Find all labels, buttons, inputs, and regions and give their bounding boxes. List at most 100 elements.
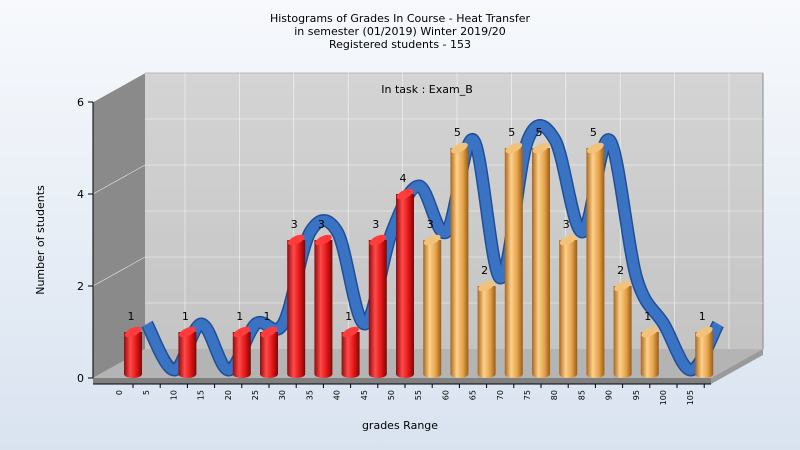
bar-cap [260,326,278,338]
bar [124,326,142,378]
grid-line-diag [92,72,146,103]
bar-data-label: 1 [128,310,135,323]
x-tick-label: 70 [496,390,505,400]
bar [450,142,469,378]
x-tick-label: 95 [632,390,641,400]
bar-data-label: 1 [264,310,271,323]
bar-cap [342,326,359,338]
bar-data-label: 1 [345,310,352,323]
x-tick-label: 25 [251,390,260,400]
bar-body [423,240,442,378]
y-tick-label: 6 [77,96,84,109]
bar [314,234,333,378]
bar-cap [451,142,468,154]
x-tick-label: 45 [360,390,369,400]
bar-cap [559,234,577,246]
bar [504,142,523,378]
bar-cap [233,326,251,338]
x-tick-label: 55 [414,390,423,400]
bar-cap [532,142,550,154]
bar [178,326,197,378]
x-axis-title: grades Range [362,419,438,432]
bar-body [613,286,632,378]
bar-body [368,240,387,378]
bar-cap [587,142,604,154]
bar-data-label: 1 [699,310,706,323]
bar-cap [505,142,523,154]
x-tick-label: 5 [142,390,151,395]
bar-data-label: 5 [590,126,597,139]
smoothed-curve-group [141,119,725,377]
chart-title-line-3: Registered students - 153 [329,38,471,51]
plot-floor-edge [93,378,711,384]
x-tick-label: 60 [441,390,450,400]
bar-cap [478,280,495,292]
bar-cap [315,234,332,246]
chart-title-line-1: Histograms of Grades In Course - Heat Tr… [270,12,531,25]
bar-cap [423,234,441,246]
x-tick-label: 15 [197,390,206,400]
bar-body [586,148,605,378]
bar-cap [124,326,142,338]
bar-data-label: 3 [318,218,325,231]
bar [477,280,496,378]
y-tick-label: 4 [77,188,84,201]
bar-body [287,240,306,378]
bar-data-label: 2 [481,264,488,277]
x-tick-label: 20 [224,390,233,400]
bar-body [396,194,414,378]
x-tick-label: 65 [469,390,478,400]
x-tick-label: 0 [115,390,124,395]
bar-body [341,332,360,378]
bar-data-label: 2 [617,264,624,277]
bar-body [695,332,714,378]
bar-cap [695,326,713,338]
bar [532,142,550,378]
bar [341,326,360,378]
bar [559,234,578,378]
bar-data-label: 5 [454,126,461,139]
x-tick-label: 100 [659,390,668,405]
bar-body [232,332,251,378]
chart-title-line-2: in semester (01/2019) Winter 2019/20 [294,25,506,38]
smoothed-curve [142,120,723,375]
bar [423,234,442,378]
bar-data-label: 3 [427,218,434,231]
bar [613,280,632,378]
x-tick-label: 105 [686,390,695,405]
bar [232,326,251,378]
x-tick-label: 35 [305,390,314,400]
x-tick-label: 85 [577,390,586,400]
x-tick-label: 75 [523,390,532,400]
bar [695,326,714,378]
bar-data-label: 1 [182,310,189,323]
bar [368,234,387,378]
plot-right-edge [711,349,763,384]
bar [260,326,278,378]
bar-body [640,332,659,378]
task-annotation: In task : Exam_B [381,83,473,96]
y-axis: 0 2 4 6 [77,96,94,385]
bar-body [477,286,496,378]
x-tick-label: 90 [605,390,614,400]
bar-data-label: 4 [400,172,407,185]
bar-body [124,332,142,378]
bar-cap [396,188,414,200]
bar-data-label: 5 [536,126,543,139]
bar-cap [369,234,387,246]
bar-data-label: 1 [644,310,651,323]
bar-cap [614,280,631,292]
bar-data-label: 1 [236,310,243,323]
bar-data-label: 5 [508,126,515,139]
grid-line-diag [92,164,146,195]
x-tick-label: 80 [550,390,559,400]
y-tick-label: 0 [77,372,84,385]
bar-data-label: 3 [372,218,379,231]
bar-body [260,332,278,378]
bar [586,142,605,378]
y-axis-title: Number of students [34,185,47,295]
bar-body [178,332,197,378]
x-axis: 0 5 10 15 20 25 30 35 40 45 50 55 60 65 70 75 80 85 90 95 10… [93,383,711,405]
